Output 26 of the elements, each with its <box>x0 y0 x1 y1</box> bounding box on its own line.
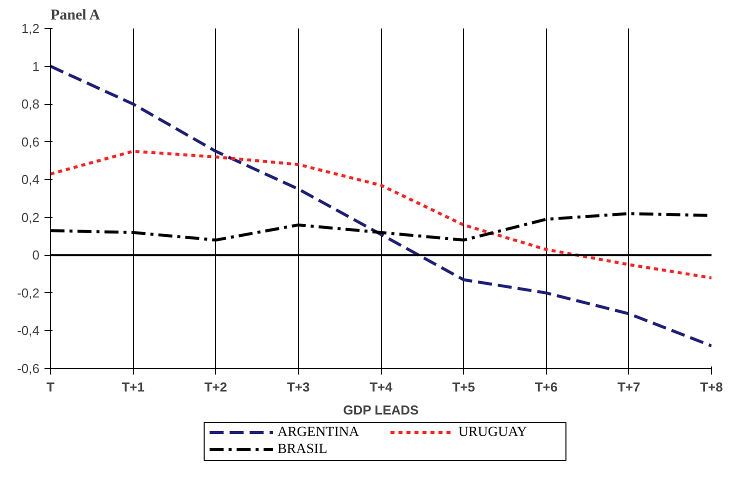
y-tick-label: 0,8 <box>21 96 40 112</box>
legend-label: URUGUAY <box>458 425 528 440</box>
x-axis-title: GDP LEADS <box>343 402 420 418</box>
x-tick-label: T+6 <box>534 380 558 394</box>
legend-label: ARGENTINA <box>277 425 360 440</box>
y-tick-label: -0,2 <box>17 285 40 300</box>
y-tick-label: 0 <box>32 248 40 263</box>
x-tick-label: T+7 <box>617 380 640 394</box>
x-tick-label: T+1 <box>122 380 145 394</box>
line-series <box>50 150 712 280</box>
y-tick-label: 0,6 <box>21 134 40 150</box>
line-series <box>50 64 712 348</box>
x-tick-label: T+4 <box>370 380 394 394</box>
x-tick-label: T+2 <box>204 380 228 394</box>
x-tick-label: T+3 <box>286 380 310 394</box>
chart-title: Panel A <box>50 8 100 24</box>
x-tick-label: T+8 <box>700 380 723 394</box>
y-tick-label: 0,2 <box>21 210 40 225</box>
y-tick-label: 0,4 <box>21 172 40 188</box>
legend-label: BRASIL <box>277 442 328 457</box>
x-tick-label: T <box>46 380 55 394</box>
y-tick-label: 1,2 <box>21 21 40 36</box>
x-tick-label: T+5 <box>452 380 476 394</box>
y-tick-label: -0,4 <box>17 323 40 338</box>
y-tick-label: -0,6 <box>17 361 40 376</box>
y-tick-label: 1 <box>32 58 40 74</box>
